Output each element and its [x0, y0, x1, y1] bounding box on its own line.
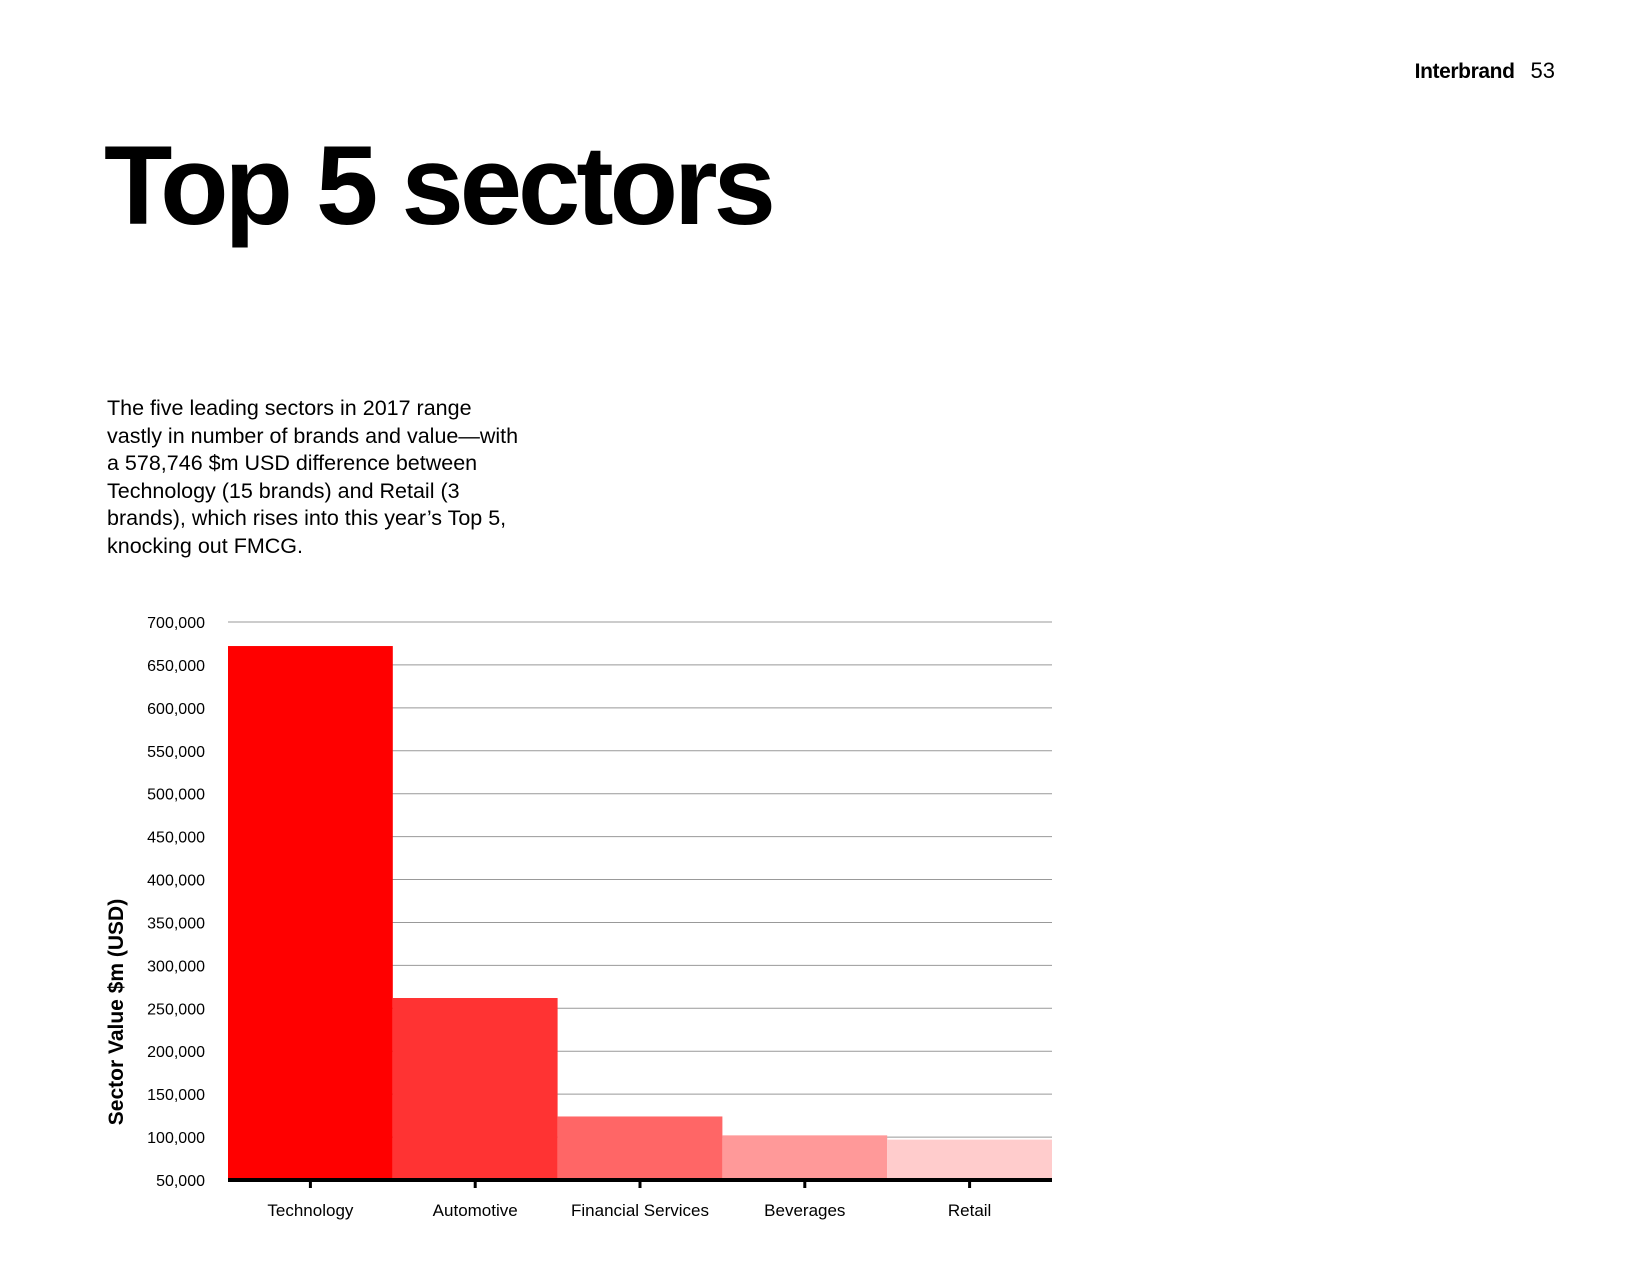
page-title: Top 5 sectors — [104, 123, 776, 248]
y-tick-label: 700,000 — [147, 615, 205, 632]
y-tick-label: 550,000 — [147, 744, 205, 761]
x-tick-label: Retail — [948, 1201, 991, 1220]
y-tick-label: 500,000 — [147, 787, 205, 804]
x-tick-label: Automotive — [433, 1201, 518, 1220]
y-tick-label: 650,000 — [147, 658, 205, 675]
y-tick-label: 150,000 — [147, 1087, 205, 1104]
bar-retail — [887, 1139, 1052, 1180]
y-tick-label: 300,000 — [147, 958, 205, 975]
page-header: Interbrand 53 — [1415, 58, 1555, 84]
x-tick-label: Technology — [267, 1201, 354, 1220]
y-tick-label: 400,000 — [147, 873, 205, 890]
y-tick-label: 600,000 — [147, 701, 205, 718]
brand-name: Interbrand — [1414, 60, 1515, 83]
y-tick-label: 350,000 — [147, 915, 205, 932]
y-tick-labels: 50,000 100,000 150,000 200,000 250,000 300,00… — [147, 615, 205, 1190]
y-tick-label: 100,000 — [147, 1130, 205, 1147]
intro-paragraph: The five leading sectors in 2017 range v… — [107, 396, 519, 558]
x-tick-label: Financial Services — [571, 1201, 709, 1220]
bar-automotive — [392, 998, 558, 1180]
bars — [228, 646, 1052, 1180]
x-tick-label: Beverages — [764, 1201, 845, 1220]
bar-beverages — [722, 1135, 888, 1180]
y-tick-label: 50,000 — [156, 1173, 205, 1190]
x-tick-labels: Technology Automotive Financial Services Be… — [267, 1180, 991, 1220]
page-number: 53 — [1530, 58, 1555, 83]
y-tick-label: 450,000 — [147, 830, 205, 847]
bar-financial-services — [557, 1116, 723, 1180]
bar-technology — [228, 646, 393, 1180]
y-axis-label: Sector Value $m (USD) — [105, 899, 128, 1125]
y-tick-label: 250,000 — [147, 1001, 205, 1018]
y-tick-label: 200,000 — [147, 1044, 205, 1061]
